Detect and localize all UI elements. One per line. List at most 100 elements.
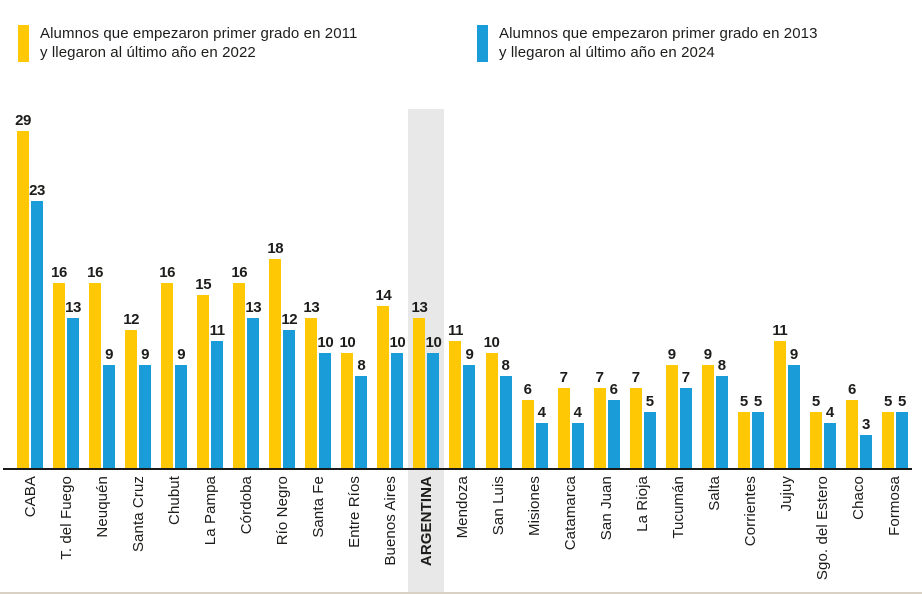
bar-column: 16 (87, 264, 103, 470)
bar-2011-2022 (665, 364, 678, 470)
bar-column: 4 (535, 404, 548, 470)
bar-value-label: 10 (339, 334, 356, 351)
bar-pair: 13 10 (303, 100, 334, 470)
x-axis-label: Santa Cruz (129, 476, 147, 553)
bar-column: 9 (665, 345, 678, 470)
bar-value-label: 9 (177, 345, 186, 363)
bar-column: 13 (411, 298, 428, 470)
bar-2011-2022 (881, 411, 894, 470)
bar-value-label: 16 (51, 263, 67, 281)
bar-value-label: 13 (411, 298, 428, 316)
x-axis-label: Formosa (886, 476, 904, 536)
bar-value-label: 5 (753, 392, 762, 410)
bar-pair: 10 8 (339, 100, 368, 470)
legend-label-2013-2024: Alumnos que empezaron primer grado en 20… (499, 24, 818, 62)
bar-group: 5 5 Corrientes (733, 100, 769, 594)
bar-pair: 11 9 (448, 100, 476, 470)
bar-pair: 16 13 (231, 100, 262, 470)
bar-2013-2024 (31, 200, 44, 470)
bar-value-label: 18 (267, 240, 284, 258)
bar-value-label: 13 (303, 298, 320, 316)
bar-group: 13 10 Santa Fe (300, 100, 336, 594)
bar-2011-2022 (593, 388, 606, 470)
bar-value-label: 13 (245, 298, 262, 316)
bar-group: 29 23 CABA (12, 100, 48, 594)
bar-pair: 10 8 (483, 100, 512, 470)
x-axis-label-area: La Rioja (625, 470, 661, 594)
bar-value-label: 16 (159, 263, 176, 281)
bar-value-label: 10 (389, 334, 406, 351)
bar-2013-2024 (787, 364, 800, 470)
x-axis-label: Jujuy (778, 476, 796, 512)
bar-value-label: 3 (861, 415, 870, 433)
bar-2013-2024 (535, 423, 548, 470)
bar-value-label: 9 (703, 345, 712, 363)
bar-2013-2024 (607, 399, 620, 470)
x-axis-label: Misiones (526, 476, 544, 536)
x-axis-label-area: ARGENTINA (408, 470, 444, 594)
bar-value-label: 29 (15, 111, 31, 129)
bar-value-label: 10 (483, 334, 500, 351)
bar-group: 14 10 Buenos Aires (372, 100, 408, 594)
bar-pair: 14 10 (375, 100, 406, 470)
x-axis-label-area: Córdoba (228, 470, 264, 594)
bar-column: 10 (483, 334, 500, 470)
bar-column: 9 (175, 345, 188, 470)
bar-column: 5 (751, 392, 764, 470)
legend-swatch-blue (477, 25, 488, 62)
legend-item-2013-2024: Alumnos que empezaron primer grado en 20… (477, 24, 818, 62)
bar-column: 7 (557, 369, 570, 470)
x-axis-label-area: Chaco (841, 470, 877, 594)
legend-line-1: Alumnos que empezaron primer grado en 20… (499, 25, 818, 42)
bar-group: 18 12 Río Negro (264, 100, 300, 594)
bar-column: 29 (15, 111, 31, 470)
bar-value-label: 9 (667, 345, 676, 363)
bar-column: 12 (281, 311, 298, 470)
bar-value-label: 13 (65, 298, 81, 316)
bar-value-label: 5 (811, 392, 820, 410)
bar-group: 7 5 La Rioja (625, 100, 661, 594)
bar-2011-2022 (449, 341, 462, 470)
bar-value-label: 12 (123, 310, 140, 328)
x-axis-label-area: Corrientes (733, 470, 769, 594)
x-axis-label-area: Santa Fe (300, 470, 336, 594)
legend-swatch-yellow (18, 25, 29, 62)
bar-group: 7 4 Catamarca (553, 100, 589, 594)
x-axis-label: Chubut (165, 476, 183, 525)
bar-column: 8 (499, 357, 512, 470)
x-axis-label-area: Misiones (517, 470, 553, 594)
bar-column: 8 (355, 357, 368, 470)
bar-value-label: 5 (883, 392, 892, 410)
bar-pair: 16 13 (51, 100, 81, 470)
bar-2011-2022 (197, 294, 210, 470)
bar-value-label: 5 (897, 392, 906, 410)
bar-2013-2024 (355, 376, 368, 470)
bar-2011-2022 (377, 306, 390, 470)
x-axis-label-area: La Pampa (192, 470, 228, 594)
bar-column: 9 (787, 346, 800, 470)
x-axis-label-area: Buenos Aires (372, 470, 408, 594)
x-axis-label-area: T. del Fuego (48, 470, 84, 594)
bar-2013-2024 (859, 434, 872, 470)
bar-group: 15 11 La Pampa (192, 100, 228, 594)
bar-column: 7 (679, 369, 692, 470)
bar-value-label: 6 (609, 380, 618, 398)
bar-column: 9 (463, 346, 476, 470)
bar-group: 6 4 Misiones (517, 100, 553, 594)
bar-2011-2022 (521, 399, 534, 470)
bar-2011-2022 (845, 399, 858, 470)
bar-value-label: 8 (501, 357, 510, 375)
bar-value-label: 16 (231, 263, 248, 281)
bar-2011-2022 (161, 282, 174, 470)
x-axis-label-area: Santa Cruz (120, 470, 156, 594)
bar-column: 6 (521, 381, 534, 470)
x-axis-label: Buenos Aires (381, 476, 399, 566)
bar-column: 10 (317, 334, 334, 470)
legend-item-2011-2022: Alumnos que empezaron primer grado en 20… (18, 24, 357, 62)
bar-value-label: 10 (425, 334, 442, 351)
x-axis-label: CABA (21, 476, 39, 518)
